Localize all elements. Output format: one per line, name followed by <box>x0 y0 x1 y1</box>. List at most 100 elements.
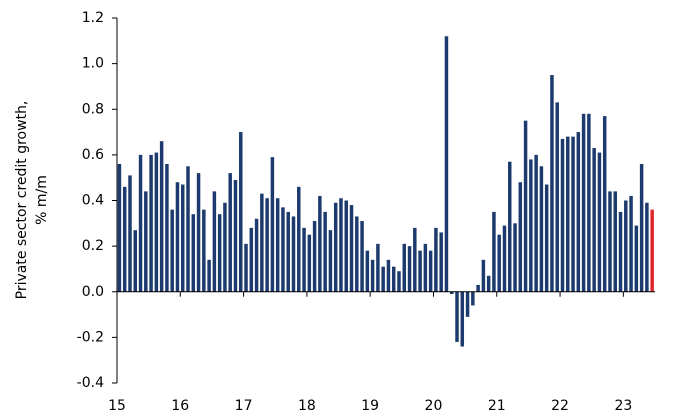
y-tick-label: 1.2 <box>82 10 104 26</box>
x-tick-label: 18 <box>298 398 316 414</box>
bar <box>402 243 407 292</box>
y-axis-label: Private sector credit growth, <box>14 101 30 300</box>
bar <box>165 164 169 292</box>
bar <box>128 175 132 292</box>
bar <box>386 259 391 292</box>
bar <box>312 221 317 292</box>
bar <box>407 246 412 292</box>
bar <box>460 291 465 347</box>
bar <box>476 284 480 292</box>
bar <box>571 136 575 292</box>
bar <box>302 227 306 292</box>
bar <box>212 191 217 292</box>
bar <box>544 184 549 292</box>
bar <box>339 198 343 292</box>
bar <box>175 182 180 292</box>
bar <box>254 218 259 292</box>
y-tick-label: 0.4 <box>82 193 104 209</box>
bar <box>597 152 602 292</box>
bar <box>154 152 159 292</box>
bar <box>518 182 523 292</box>
y-tick-label: 0.2 <box>82 238 104 254</box>
bar <box>428 250 433 292</box>
x-tick-label: 20 <box>425 398 443 414</box>
bar <box>397 271 401 292</box>
bar <box>202 209 206 292</box>
bar <box>602 116 607 292</box>
bar <box>650 209 654 292</box>
bar <box>455 291 459 342</box>
bar <box>634 225 639 292</box>
bar <box>566 136 570 292</box>
x-tick-label: 15 <box>108 398 126 414</box>
x-tick-label: 22 <box>551 398 569 414</box>
bar <box>328 230 333 292</box>
bar <box>217 214 222 292</box>
bar <box>180 184 185 292</box>
bar <box>286 211 290 292</box>
bar <box>523 120 528 292</box>
bar <box>645 202 649 292</box>
bar <box>639 164 644 292</box>
y-tick-label: 0.0 <box>82 284 104 300</box>
bar <box>138 154 143 292</box>
bar <box>133 230 138 292</box>
bar <box>391 266 396 292</box>
bar <box>629 195 633 292</box>
bar <box>249 227 254 292</box>
bar <box>418 250 422 292</box>
bar <box>376 243 380 292</box>
bar <box>434 227 438 292</box>
bar <box>539 166 544 292</box>
bar <box>223 202 227 292</box>
bar <box>191 214 196 292</box>
bar <box>365 250 370 292</box>
bar <box>307 234 312 292</box>
bar <box>281 207 285 292</box>
x-tick-label: 17 <box>235 398 253 414</box>
bar <box>233 179 238 292</box>
bar <box>413 227 417 292</box>
bar <box>592 148 596 292</box>
bar <box>513 223 517 292</box>
bar <box>423 243 428 292</box>
bar <box>275 198 280 292</box>
bar <box>529 159 533 292</box>
bar <box>265 198 269 292</box>
x-tick-label: 23 <box>614 398 632 414</box>
bar <box>333 202 338 292</box>
bar <box>370 259 375 292</box>
x-tick-label: 19 <box>361 398 379 414</box>
bar <box>149 154 153 292</box>
bar <box>439 232 443 292</box>
bar <box>270 157 275 292</box>
bar <box>228 173 232 292</box>
bar <box>349 205 354 292</box>
bar <box>355 216 359 292</box>
bar <box>449 291 454 295</box>
bar <box>502 225 507 292</box>
x-tick-label: 21 <box>488 398 506 414</box>
bar <box>297 186 301 292</box>
bar <box>492 211 496 292</box>
bar <box>550 75 554 292</box>
bar <box>170 209 174 292</box>
bar <box>344 200 348 292</box>
y-tick-label: -0.4 <box>77 375 104 391</box>
bar <box>465 291 470 317</box>
y-tick-label: 0.8 <box>82 101 104 117</box>
bar <box>244 243 248 292</box>
bar <box>613 191 617 292</box>
bar <box>560 138 565 292</box>
y-axis-label: % m/m <box>34 175 50 225</box>
bar <box>581 113 586 292</box>
bar <box>624 200 628 292</box>
bar <box>497 234 501 292</box>
y-tick-label: 1.0 <box>82 56 104 72</box>
bar <box>122 186 127 292</box>
bar <box>318 195 322 292</box>
bar <box>117 164 122 292</box>
bar <box>444 36 449 292</box>
bar <box>323 211 327 292</box>
